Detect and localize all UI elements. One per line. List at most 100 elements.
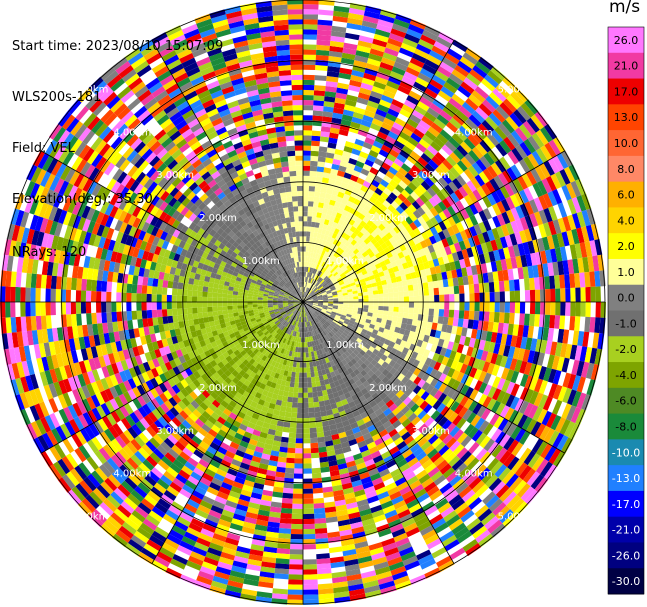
velocity-gate <box>448 181 459 193</box>
velocity-gate <box>430 251 438 260</box>
velocity-gate <box>371 43 386 53</box>
velocity-gate <box>312 303 318 306</box>
velocity-gate <box>320 233 325 240</box>
velocity-gate <box>429 226 438 236</box>
velocity-gate <box>280 441 289 448</box>
velocity-gate <box>343 269 350 275</box>
velocity-gate <box>316 307 322 311</box>
velocity-gate <box>314 75 327 81</box>
velocity-gate <box>466 412 477 424</box>
velocity-gate <box>490 66 506 81</box>
velocity-gate <box>364 67 378 77</box>
velocity-gate <box>338 328 344 334</box>
velocity-gate <box>337 82 350 90</box>
velocity-gate <box>482 423 494 436</box>
velocity-gate <box>384 208 393 217</box>
velocity-gate <box>308 300 314 302</box>
velocity-gate <box>353 248 360 255</box>
velocity-gate <box>468 356 476 368</box>
velocity-gate <box>362 163 372 172</box>
velocity-gate <box>447 341 455 351</box>
velocity-gate <box>329 127 340 135</box>
velocity-gate <box>328 253 334 260</box>
velocity-gate <box>303 498 314 504</box>
velocity-gate <box>325 263 330 270</box>
velocity-gate <box>392 331 400 339</box>
velocity-gate <box>323 101 335 108</box>
velocity-gate <box>407 284 414 291</box>
velocity-gate <box>327 305 333 309</box>
velocity-gate <box>559 315 566 330</box>
velocity-gate <box>454 293 460 302</box>
velocity-gate <box>514 428 526 443</box>
velocity-gate <box>469 367 478 378</box>
velocity-gate <box>354 257 361 264</box>
velocity-gate <box>455 109 469 122</box>
velocity-gate <box>403 302 410 308</box>
velocity-gate <box>376 317 382 323</box>
velocity-gate <box>368 346 375 353</box>
velocity-gate <box>456 221 465 233</box>
velocity-gate <box>292 503 303 509</box>
velocity-gate <box>390 260 398 268</box>
velocity-gate <box>384 339 391 346</box>
velocity-gate <box>490 129 504 144</box>
velocity-gate <box>395 56 410 67</box>
velocity-gate <box>504 302 510 313</box>
velocity-gate <box>325 81 338 88</box>
velocity-gate <box>458 285 465 294</box>
velocity-gate <box>307 251 311 258</box>
velocity-gate <box>338 320 344 325</box>
velocity-gate <box>416 256 424 265</box>
velocity-gate <box>466 247 474 258</box>
velocity-gate <box>489 292 495 302</box>
velocity-gate <box>361 314 368 319</box>
velocity-gate <box>417 184 427 194</box>
velocity-gate <box>529 213 539 228</box>
velocity-gate <box>311 293 316 297</box>
velocity-gate <box>414 174 425 185</box>
velocity-gate <box>384 357 392 365</box>
velocity-gate <box>500 259 508 271</box>
velocity-gate <box>519 216 529 231</box>
velocity-gate <box>309 290 314 295</box>
velocity-gate <box>290 534 303 540</box>
velocity-gate <box>490 332 498 343</box>
velocity-gate <box>542 263 550 277</box>
velocity-gate <box>392 362 401 371</box>
velocity-gate <box>497 270 504 282</box>
velocity-gate <box>473 223 483 235</box>
velocity-gate <box>464 302 470 311</box>
velocity-gate <box>346 94 358 102</box>
velocity-gate <box>339 160 349 168</box>
velocity-gate <box>413 218 422 228</box>
velocity-gate <box>281 502 293 509</box>
velocity-gate <box>411 244 419 253</box>
velocity-gate <box>384 239 392 247</box>
velocity-gate <box>426 321 433 330</box>
velocity-gate <box>465 375 474 387</box>
velocity-gate <box>351 69 365 78</box>
velocity-gate <box>314 512 326 519</box>
velocity-gate <box>509 290 516 302</box>
velocity-gate <box>313 300 319 302</box>
velocity-gate <box>420 180 431 191</box>
velocity-gate <box>333 153 343 161</box>
velocity-gate <box>404 362 413 371</box>
velocity-gate <box>550 415 562 431</box>
velocity-gate <box>424 200 434 210</box>
velocity-gate <box>405 370 414 380</box>
velocity-gate <box>372 38 388 48</box>
velocity-gate <box>456 211 465 222</box>
velocity-gate <box>349 329 356 335</box>
velocity-gate <box>314 289 320 294</box>
velocity-gate <box>446 324 453 334</box>
velocity-gate <box>387 315 393 321</box>
velocity-gate <box>397 230 405 239</box>
velocity-gate <box>429 387 439 397</box>
velocity-gate <box>380 211 389 220</box>
velocity-gate <box>491 400 501 414</box>
velocity-gate <box>462 52 479 65</box>
velocity-gate <box>320 273 326 279</box>
velocity-gate <box>456 343 464 354</box>
